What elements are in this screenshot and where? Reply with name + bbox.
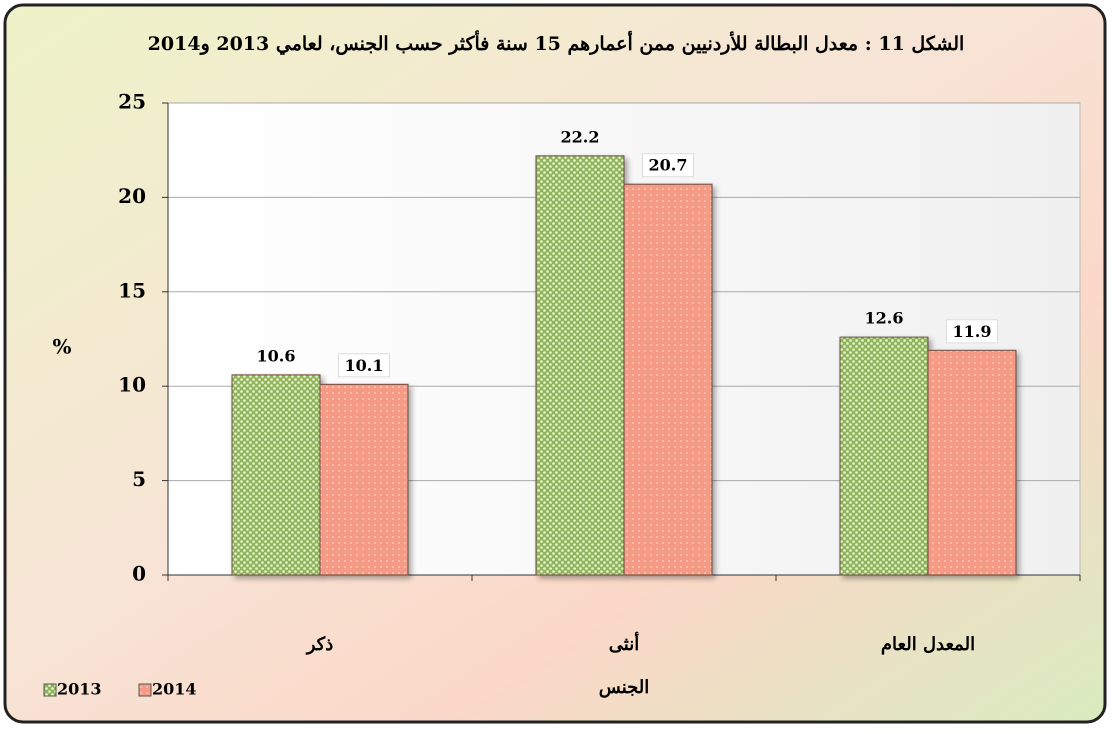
value-label: 11.9 (953, 322, 992, 341)
y-tick-label: 15 (118, 278, 146, 302)
legend-swatch (138, 683, 152, 697)
bar (927, 349, 1017, 576)
legend-swatch (43, 683, 57, 697)
y-axis-label: % (52, 335, 71, 359)
bar (319, 383, 409, 576)
y-tick-label: 20 (118, 184, 146, 208)
value-label-box (642, 153, 694, 178)
x-tick-label: ذكر (305, 634, 334, 655)
value-label-box (338, 353, 390, 378)
value-label: 10.6 (257, 346, 296, 365)
value-label: 10.1 (345, 356, 384, 375)
bar (839, 336, 929, 576)
legend-label: 2013 (57, 680, 102, 699)
bar (231, 374, 321, 576)
bar (623, 183, 713, 576)
y-tick-label: 10 (118, 373, 146, 397)
value-label: 20.7 (649, 156, 688, 175)
y-tick-label: 0 (132, 562, 146, 586)
x-axis-label: الجنس (599, 677, 649, 698)
value-label: 12.6 (865, 309, 904, 328)
bar (535, 155, 625, 576)
legend-label: 2014 (152, 680, 197, 699)
y-tick-label: 25 (118, 90, 146, 114)
x-tick-label: أنثى (609, 632, 639, 655)
chart-title: الشكل 11 : معدل البطالة للأردنيين ممن أع… (148, 30, 965, 56)
value-label-box (946, 319, 998, 344)
y-tick-label: 5 (132, 467, 146, 491)
x-tick-label: المعدل العام (881, 634, 975, 655)
value-label: 22.2 (561, 127, 600, 146)
